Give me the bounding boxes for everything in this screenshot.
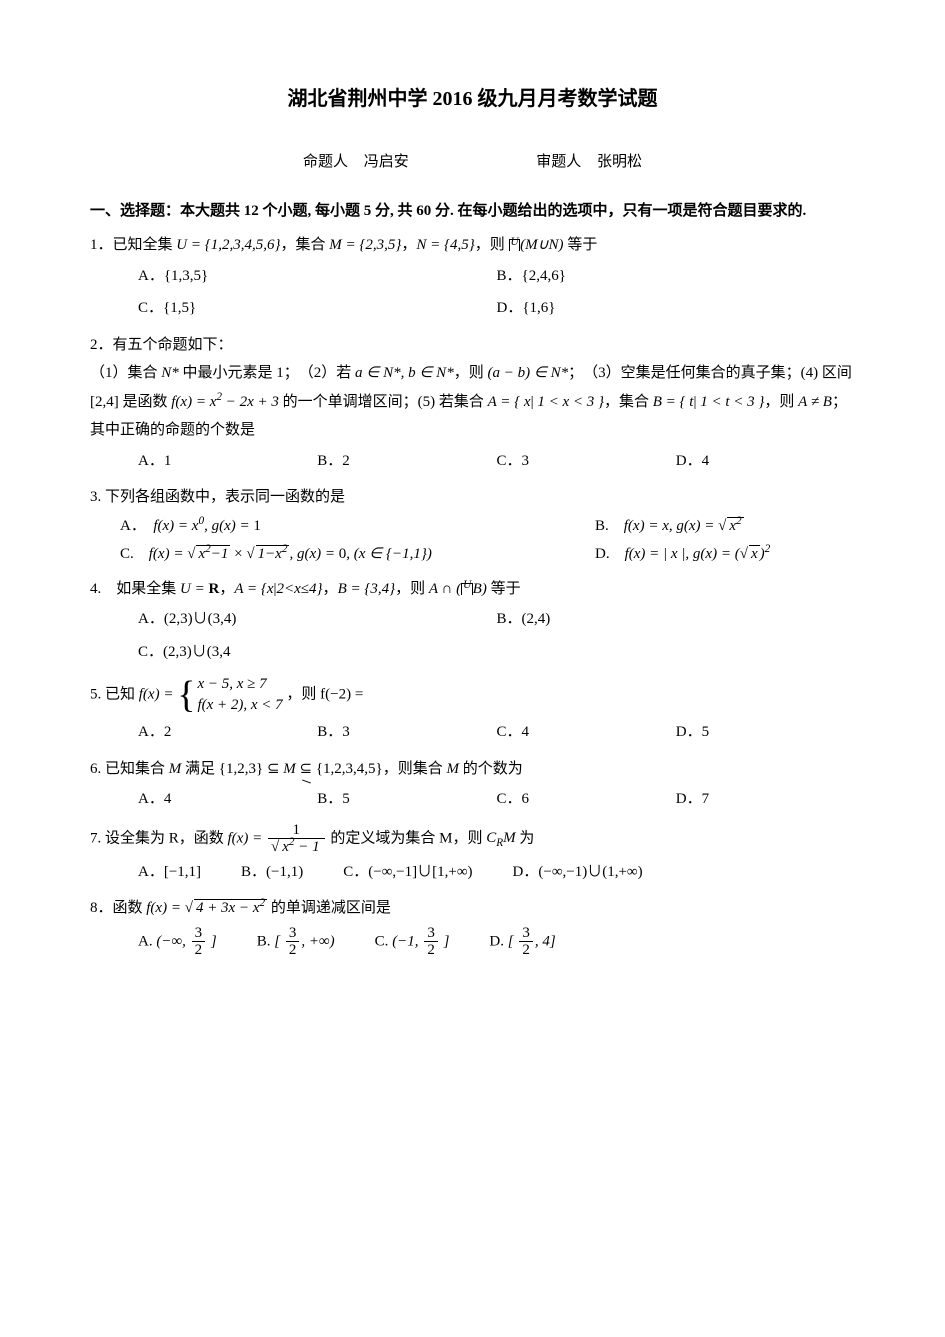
q2-option-c: C．3 xyxy=(497,445,676,478)
q1-set-u: U = {1,2,3,4,5,6} xyxy=(176,237,280,253)
q1-set-m: M = {2,3,5} xyxy=(329,237,401,253)
q1-stem-i: 等于 xyxy=(564,237,598,253)
q6-option-d: D．7 xyxy=(676,783,855,816)
question-2-stem: 2．有五个命题如下： xyxy=(90,331,855,360)
q7-option-d: D．(−∞,−1)∪(1,+∞) xyxy=(513,856,643,889)
author-label-1: 命题人 xyxy=(303,154,348,170)
question-4: 4. 如果全集 U = R，A = {x|2<x≤4}，B = {3,4}，则 … xyxy=(90,575,855,604)
q7-num: 1 xyxy=(268,822,325,840)
q4-stem-e: ， xyxy=(323,581,338,597)
q2-option-d: D．4 xyxy=(676,445,855,478)
q7-option-b: B．(−1,1) xyxy=(241,856,303,889)
q4-b: B = {3,4} xyxy=(338,581,396,597)
exam-page: 湖北省荆州中学 2016 级九月月考数学试题 命题人 冯启安 审题人 张明松 一… xyxy=(0,0,945,1021)
q5-option-d: D．5 xyxy=(676,716,855,749)
question-3-stem: 3. 下列各组函数中，表示同一函数的是 xyxy=(90,483,855,512)
q4-u: U = R xyxy=(180,581,219,597)
q1-option-c: C．{1,5} xyxy=(138,292,497,325)
question-2-body: （1）集合 N* 中最小元素是 1； （2）若 a ∈ N*, b ∈ N*，则… xyxy=(90,359,855,445)
q3-option-c: C. f(x) = x2−1 × 1−x2, g(x) = 0, (x ∈ {−… xyxy=(120,540,595,569)
q5-options: A．2 B．3 C．4 D．5 xyxy=(138,716,855,749)
author-name-1: 冯启安 xyxy=(364,154,409,170)
complement-icon xyxy=(509,239,521,251)
question-6: 6. 已知集合 M 满足 {1,2,3} ⊆ M ⊆ {1,2,3,4,5}，则… xyxy=(90,755,855,784)
q7-option-c: C．(−∞,−1]∪[1,+∞) xyxy=(343,856,472,889)
q4-expr: A ∩ ( xyxy=(429,581,461,597)
q5-fx: f(x) = xyxy=(139,686,177,702)
q2-option-a: A．1 xyxy=(138,445,317,478)
q6-option-c: C．6 xyxy=(497,783,676,816)
q6-option-b: B．5 xyxy=(317,783,496,816)
page-title: 湖北省荆州中学 2016 级九月月考数学试题 xyxy=(90,80,855,118)
q1-stem-c: ，集合 xyxy=(280,237,329,253)
q4-option-a: A．(2,3)∪(3,4) xyxy=(138,603,497,636)
question-7: 7. 设全集为 R，函数 f(x) = 1 x2 − 1 的定义域为集合 M，则… xyxy=(90,822,855,856)
q4-option-c: C．(2,3)∪(3,4 xyxy=(138,636,497,669)
q4-stem-i: 等于 xyxy=(487,581,521,597)
q7-stem-e: 为 xyxy=(516,830,535,846)
q7-options: A．[−1,1] B．(−1,1) C．(−∞,−1]∪[1,+∞) D．(−∞… xyxy=(138,856,855,889)
q5-case-1: x − 5, x ≥ 7 xyxy=(197,676,266,692)
q4-stem-g: ，则 xyxy=(395,581,429,597)
q3-row-1: A． f(x) = x0, g(x) = 1 B. f(x) = x, g(x)… xyxy=(120,512,855,541)
q3-row-2: C. f(x) = x2−1 × 1−x2, g(x) = 0, (x ∈ {−… xyxy=(120,540,855,569)
q1-stem-a: 1．已知全集 xyxy=(90,237,176,253)
author-line: 命题人 冯启安 审题人 张明松 xyxy=(90,148,855,177)
q4-options: A．(2,3)∪(3,4) B．(2,4) C．(2,3)∪(3,4 xyxy=(138,603,855,668)
q4-a: A = {x|2<x≤4} xyxy=(234,581,322,597)
q1-option-a: A．{1,3,5} xyxy=(138,260,497,293)
q4-stem-a: 4. 如果全集 xyxy=(90,581,180,597)
q2-options: A．1 B．2 C．3 D．4 xyxy=(138,445,855,478)
q6-options: A．4 B．5 C．6 D．7 xyxy=(138,783,855,816)
q1-option-b: B．{2,4,6} xyxy=(497,260,856,293)
q1-set-n: N = {4,5} xyxy=(416,237,474,253)
q1-stem-h: (M∪N) xyxy=(520,237,563,253)
question-1: 1．已知全集 U = {1,2,3,4,5,6}，集合 M = {2,3,5}，… xyxy=(90,231,855,260)
q5-stem-a: 5. 已知 xyxy=(90,686,139,702)
q4-option-b: B．(2,4) xyxy=(497,603,856,636)
q7-option-a: A．[−1,1] xyxy=(138,856,201,889)
q5-case-2: f(x + 2), x < 7 xyxy=(197,697,282,713)
q8-option-d: D. [ 32, 4] xyxy=(489,923,555,961)
piecewise-icon: { x − 5, x ≥ 7 f(x + 2), x < 7 xyxy=(177,674,282,716)
q8-option-b: B. [ 32, +∞) xyxy=(257,923,335,961)
q8-options: A. (−∞, 32 ] B. [ 32, +∞) C. (−1, 32 ] D… xyxy=(138,923,855,961)
section-1-heading: 一、选择题：本大题共 12 个小题, 每小题 5 分, 共 60 分. 在每小题… xyxy=(90,197,855,226)
q5-option-a: A．2 xyxy=(138,716,317,749)
q5-stem-c: ，则 f(−2) = xyxy=(286,686,363,702)
question-8: 8．函数 f(x) = 4 + 3x − x2 的单调递减区间是 xyxy=(90,894,855,923)
q1-options: A．{1,3,5} B．{2,4,6} C．{1,5} D．{1,6} xyxy=(138,260,855,325)
q8-option-c: C. (−1, 32 ] xyxy=(375,923,450,961)
complement-icon xyxy=(461,583,473,595)
q3-option-d: D. f(x) = | x |, g(x) = (x)2 xyxy=(595,540,855,569)
author-label-2: 审题人 xyxy=(536,154,581,170)
q7-den: x2 − 1 xyxy=(268,839,325,856)
q5-option-c: C．4 xyxy=(497,716,676,749)
q5-option-b: B．3 xyxy=(317,716,496,749)
q7-stem-c: 的定义域为集合 M，则 xyxy=(330,830,486,846)
q7-stem-a: 7. 设全集为 R，函数 xyxy=(90,830,228,846)
q7-fx: f(x) = xyxy=(228,830,266,846)
q4-stem-c: ， xyxy=(219,581,234,597)
q1-stem-e: ， xyxy=(401,237,416,253)
q1-option-d: D．{1,6} xyxy=(497,292,856,325)
q6-option-a: A．4 xyxy=(138,783,317,816)
q3-option-a: A． f(x) = x0, g(x) = 1 xyxy=(120,512,595,541)
question-5: 5. 已知 f(x) = { x − 5, x ≥ 7 f(x + 2), x … xyxy=(90,674,855,716)
fraction-icon: 1 x2 − 1 xyxy=(268,822,325,856)
q1-stem-g: ，则 xyxy=(475,237,509,253)
author-name-2: 张明松 xyxy=(597,154,642,170)
q2-option-b: B．2 xyxy=(317,445,496,478)
q8-option-a: A. (−∞, 32 ] xyxy=(138,923,217,961)
q3-option-b: B. f(x) = x, g(x) = x2 xyxy=(595,512,855,541)
